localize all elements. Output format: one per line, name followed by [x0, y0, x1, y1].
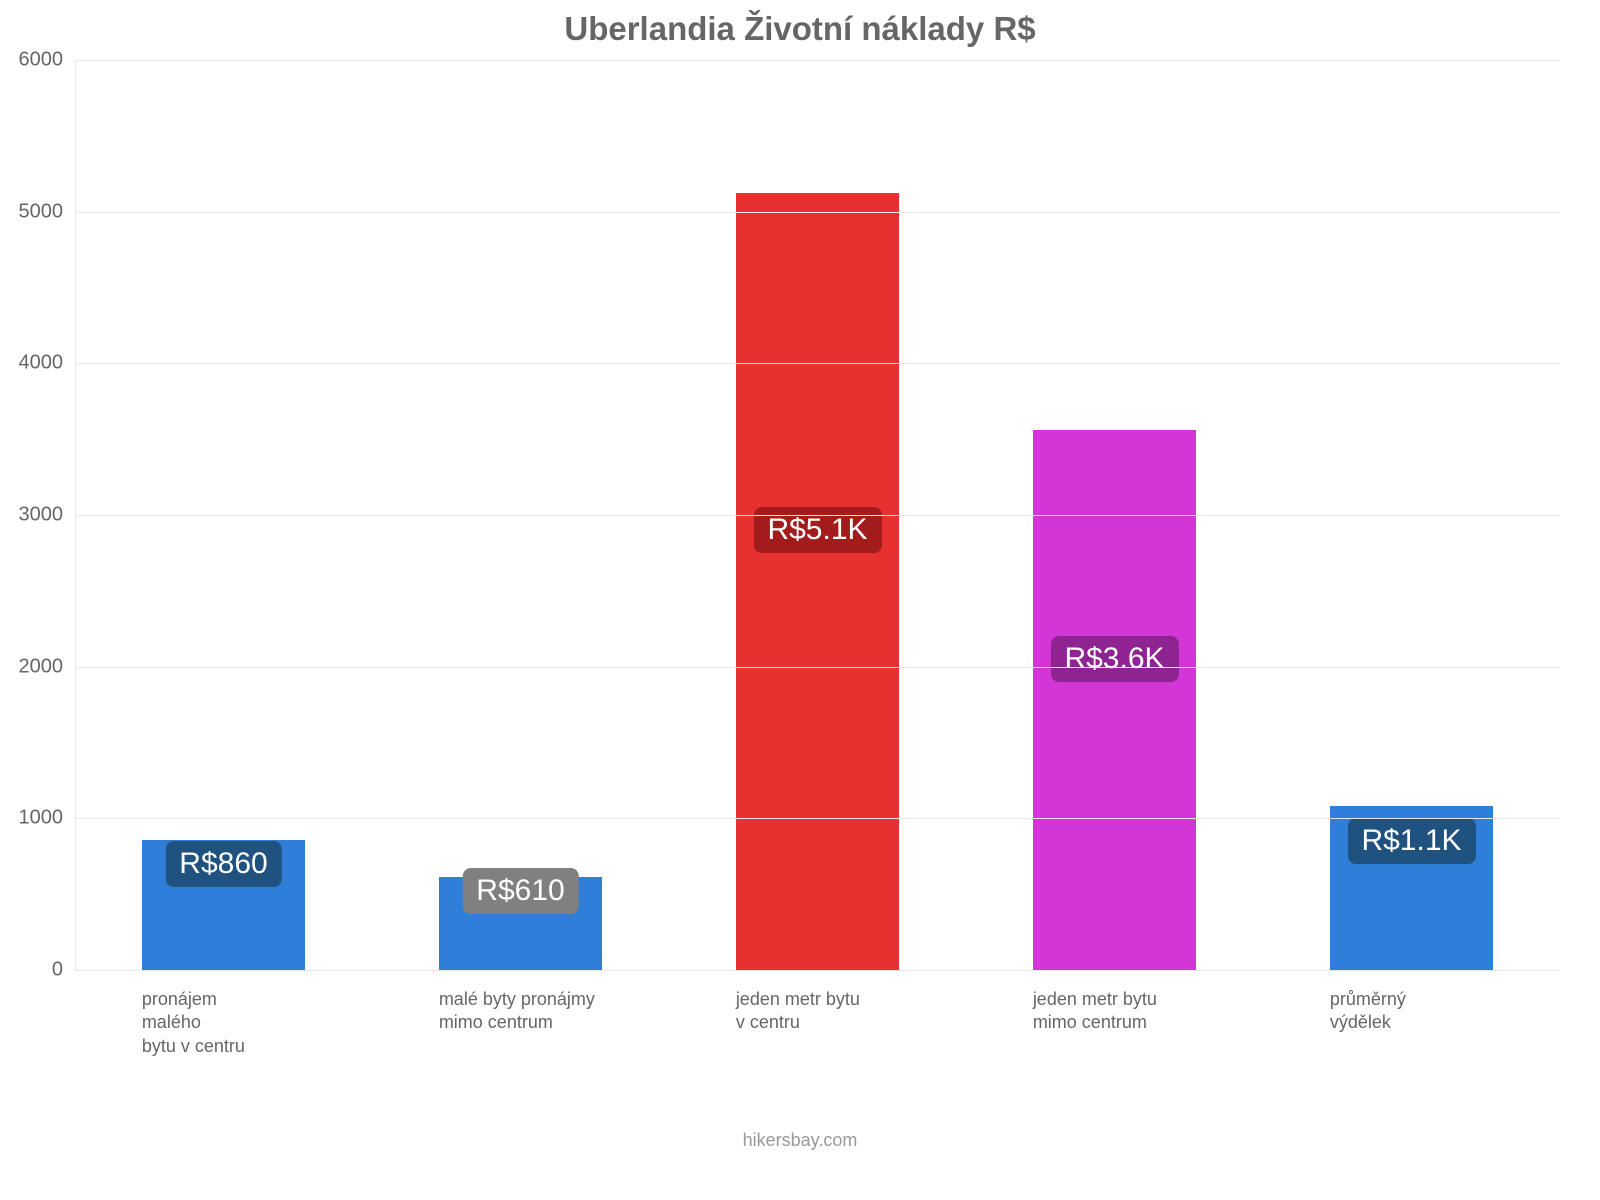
plot-area: R$860R$610R$5.1KR$3.6KR$1.1K 01000200030…	[75, 60, 1560, 970]
y-tick-label: 2000	[19, 655, 76, 678]
grid-line	[75, 818, 1560, 819]
y-tick-label: 3000	[19, 504, 76, 527]
y-tick-label: 4000	[19, 352, 76, 375]
bar	[736, 193, 899, 970]
bar-value-label: R$1.1K	[1347, 818, 1475, 864]
y-tick-label: 0	[52, 959, 75, 982]
x-tick-label: jeden metr bytu mimo centrum	[1033, 988, 1236, 1035]
grid-line	[75, 60, 1560, 61]
chart-title: Uberlandia Životní náklady R$	[0, 10, 1600, 48]
grid-line	[75, 667, 1560, 668]
chart-footer: hikersbay.com	[0, 1130, 1600, 1151]
y-tick-label: 6000	[19, 49, 76, 72]
cost-of-living-chart: Uberlandia Životní náklady R$ R$860 R$610…	[0, 0, 1600, 1200]
grid-line	[75, 212, 1560, 213]
x-tick-label: jeden metr bytu v centru	[736, 988, 939, 1035]
x-tick-label: pronájem malého bytu v centru	[142, 988, 345, 1058]
grid-line	[75, 363, 1560, 364]
y-tick-label: 1000	[19, 807, 76, 830]
grid-line	[75, 515, 1560, 516]
bar	[1033, 430, 1196, 970]
x-tick-label: malé byty pronájmy mimo centrum	[439, 988, 642, 1035]
bar-value-label: R$3.6K	[1050, 636, 1178, 682]
bar-value-label: R$860	[165, 841, 281, 887]
y-tick-label: 5000	[19, 200, 76, 223]
bar-value-label: R$610	[462, 868, 578, 914]
x-tick-label: průměrný výdělek	[1330, 988, 1533, 1035]
grid-line	[75, 970, 1560, 971]
